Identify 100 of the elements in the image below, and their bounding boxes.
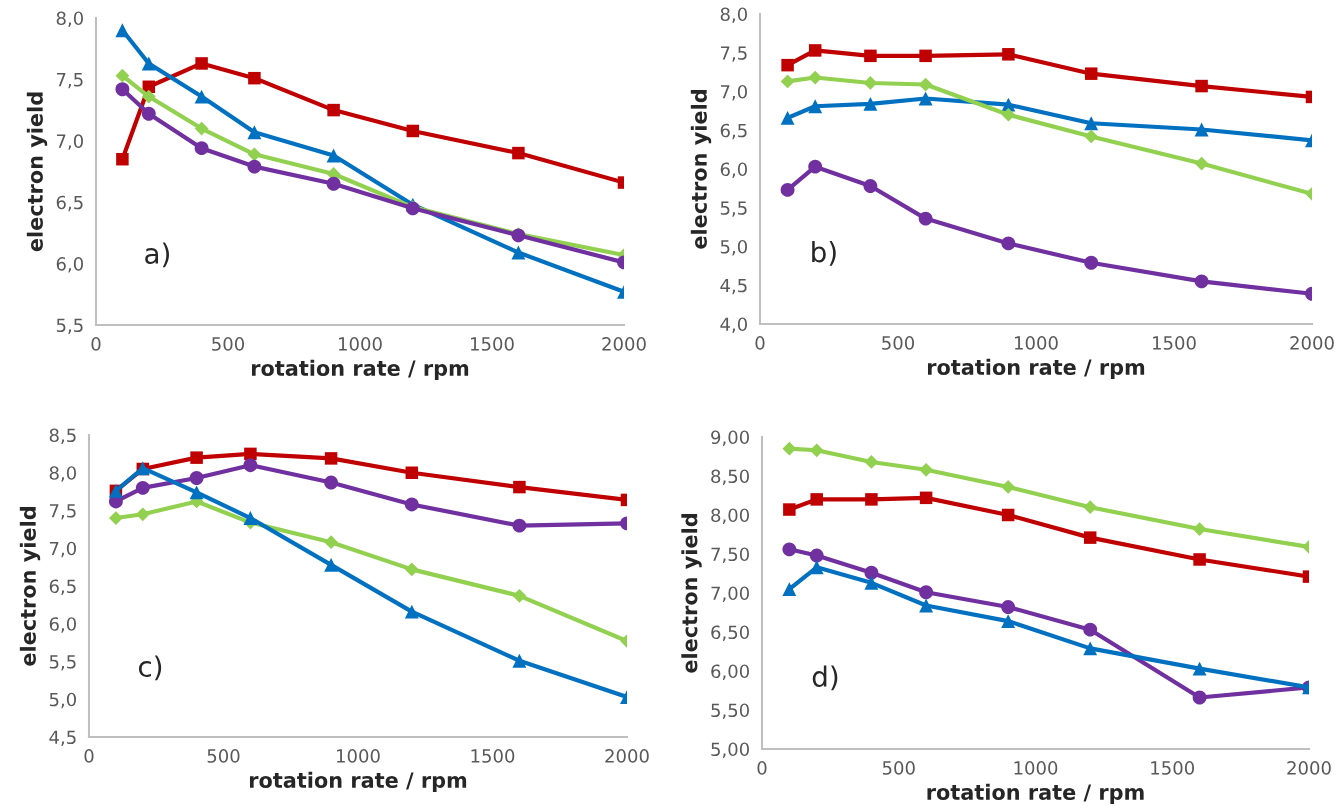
point xyxy=(780,74,795,89)
x-tick-label: 1000 xyxy=(337,749,380,763)
y-tick-label: 7,5 xyxy=(56,73,83,89)
point xyxy=(863,96,878,111)
point xyxy=(194,89,209,104)
point xyxy=(919,598,934,613)
y-axis-title: electron yield xyxy=(19,507,41,666)
point xyxy=(808,44,822,57)
point xyxy=(248,71,261,85)
point xyxy=(190,451,203,464)
point xyxy=(864,575,879,590)
point xyxy=(1083,500,1098,515)
y-tick-label: 6,5 xyxy=(56,195,83,212)
point xyxy=(1194,122,1209,137)
point xyxy=(1195,79,1208,93)
point xyxy=(919,491,933,505)
point xyxy=(919,49,932,63)
x-tick-label: 500 xyxy=(212,337,245,351)
point xyxy=(247,125,262,140)
annotation: a) xyxy=(145,242,169,268)
point xyxy=(115,82,130,97)
y-axis-title: electron yield xyxy=(690,90,712,249)
y-tick-label: 9,00 xyxy=(711,430,749,446)
point xyxy=(808,70,823,85)
point xyxy=(1083,641,1098,656)
x-tick-label: 0 xyxy=(755,336,765,350)
x-tick-label: 1000 xyxy=(1014,761,1058,775)
y-tick-label: 7,0 xyxy=(720,84,747,101)
y-tick-label: 8,0 xyxy=(720,7,747,23)
point xyxy=(918,91,933,106)
point xyxy=(1001,107,1016,122)
point xyxy=(326,148,341,163)
y-tick-label: 7,50 xyxy=(711,547,749,563)
point xyxy=(1084,255,1099,270)
point xyxy=(115,68,130,83)
point xyxy=(135,480,150,495)
y-tick-label: 6,00 xyxy=(711,664,749,680)
y-tick-label: 8,50 xyxy=(711,469,749,485)
y-tick-label: 5,50 xyxy=(711,703,749,719)
x-tick-label: 1000 xyxy=(339,337,382,351)
x-axis-title: rotation rate / rpm xyxy=(927,783,1144,804)
point xyxy=(404,497,419,512)
point xyxy=(1001,508,1015,522)
point xyxy=(809,443,824,458)
point xyxy=(511,245,526,260)
x-tick-label: 1500 xyxy=(1151,761,1195,775)
point xyxy=(327,103,340,117)
y-tick-label: 7,00 xyxy=(711,586,749,602)
point xyxy=(1083,531,1097,544)
point xyxy=(1194,274,1209,289)
point xyxy=(810,493,823,506)
point xyxy=(1001,236,1016,251)
point xyxy=(782,542,797,557)
y-axis-title: electron yield xyxy=(681,514,702,673)
y-tick-label: 6,5 xyxy=(49,579,76,595)
point xyxy=(141,56,156,71)
y-tick-label: 8,5 xyxy=(49,428,76,444)
x-tick-label: 0 xyxy=(84,749,94,763)
point xyxy=(195,57,208,70)
x-tick-label: 2000 xyxy=(1287,761,1331,775)
point xyxy=(1192,522,1207,536)
point xyxy=(243,458,258,473)
y-tick-label: 5,0 xyxy=(720,239,747,256)
point xyxy=(863,179,878,193)
y-tick-label: 4,5 xyxy=(720,278,747,295)
point xyxy=(809,548,824,563)
point xyxy=(406,124,420,138)
x-tick-label: 2000 xyxy=(602,337,646,351)
point xyxy=(1194,156,1209,171)
y-tick-label: 5,5 xyxy=(720,201,747,217)
y-tick-label: 8,00 xyxy=(711,508,749,524)
y-tick-label: 7,5 xyxy=(720,46,747,62)
point xyxy=(864,565,879,580)
point xyxy=(780,182,795,197)
y-tick-label: 5,5 xyxy=(56,318,83,334)
point xyxy=(809,560,824,575)
point xyxy=(247,159,262,174)
point xyxy=(781,58,794,72)
point xyxy=(864,455,879,469)
y-tick-label: 6,0 xyxy=(720,162,747,178)
annotation: d) xyxy=(812,665,838,691)
y-tick-label: 7,5 xyxy=(49,504,76,520)
point xyxy=(189,471,204,485)
point xyxy=(1083,622,1098,637)
point xyxy=(404,562,419,577)
y-tick-label: 4,5 xyxy=(49,730,76,746)
point xyxy=(919,462,933,477)
x-tick-label: 1500 xyxy=(471,337,514,351)
point xyxy=(324,535,338,550)
point xyxy=(326,176,341,191)
point xyxy=(189,485,204,500)
y-tick-label: 6,5 xyxy=(720,123,747,140)
point xyxy=(141,106,156,121)
x-tick-label: 500 xyxy=(207,749,240,763)
point xyxy=(864,49,877,63)
x-tick-label: 500 xyxy=(882,761,915,775)
y-tick-label: 8,0 xyxy=(49,466,76,482)
point xyxy=(116,152,129,166)
x-tick-label: 500 xyxy=(882,336,915,350)
point xyxy=(1001,614,1016,629)
